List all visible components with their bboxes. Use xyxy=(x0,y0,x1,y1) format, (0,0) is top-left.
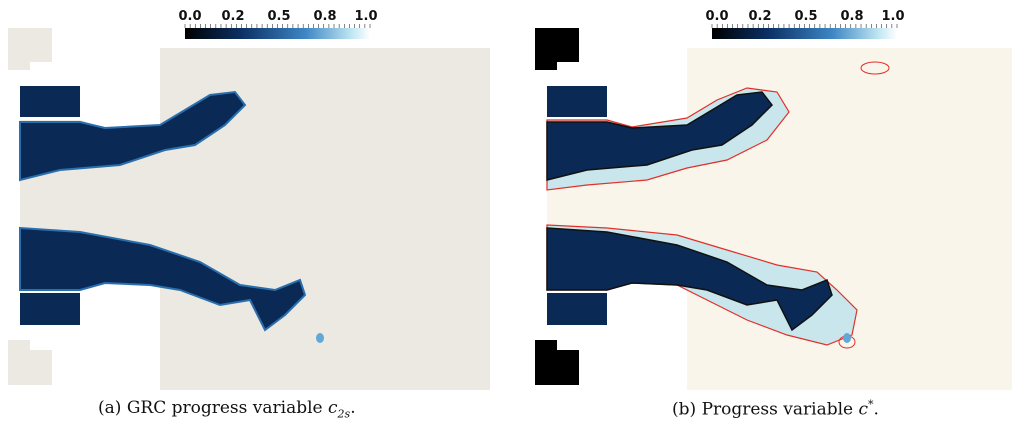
injector xyxy=(20,86,80,117)
caption-label: (b) xyxy=(672,399,697,420)
caption-text: Progress variable xyxy=(701,399,854,420)
panel: 0.0 0.2 0.5 0.8 1.0 xyxy=(8,9,490,390)
colorbar-tick-label: 1.0 xyxy=(354,9,377,24)
panel: 0.0 0.2 0.5 0.8 1.0 xyxy=(535,9,1012,390)
colorbar-tick-label: 0.0 xyxy=(178,9,201,24)
caption-symbol: c xyxy=(858,399,869,420)
colorbar-tick-label: 0.0 xyxy=(705,9,728,24)
wall-block xyxy=(8,28,52,70)
colorbar-tick-label: 0.8 xyxy=(313,9,336,24)
injector xyxy=(547,293,607,325)
caption-b: (b) Progress variable c*. xyxy=(672,398,879,420)
figure: 0.0 0.2 0.5 0.8 1.0 0.0 0.2 0.5 0.8 1.0 xyxy=(8,9,1012,390)
colorbar xyxy=(712,28,897,39)
flame-spot xyxy=(843,333,851,343)
colorbar-tick-label: 0.5 xyxy=(267,9,290,24)
flame xyxy=(546,227,833,332)
caption-superscript: * xyxy=(868,398,874,411)
wall-block xyxy=(8,340,52,385)
colorbar-tick-label: 0.2 xyxy=(748,9,771,24)
colorbar xyxy=(185,28,370,39)
red-contour xyxy=(860,61,890,75)
flame xyxy=(19,90,247,182)
caption-text: GRC progress variable xyxy=(126,398,323,418)
caption-label: (a) xyxy=(98,398,122,418)
caption-symbol: c xyxy=(328,398,338,418)
colorbar-tick-label: 1.0 xyxy=(881,9,904,24)
chamber xyxy=(20,48,490,390)
wall-block xyxy=(535,28,579,70)
caption-end: . xyxy=(350,398,356,418)
flame-spot xyxy=(316,333,324,343)
flame xyxy=(546,91,773,181)
wall-block xyxy=(535,340,579,385)
caption-a: (a) GRC progress variable c2s. xyxy=(98,398,356,420)
caption-subscript: 2s xyxy=(337,407,351,421)
colorbar-tick-label: 0.8 xyxy=(840,9,863,24)
colorbar-tick-label: 0.5 xyxy=(794,9,817,24)
flame xyxy=(19,226,307,332)
colorbar-tick-label: 0.2 xyxy=(221,9,244,24)
injector xyxy=(547,86,607,117)
injector xyxy=(20,293,80,325)
caption-end: . xyxy=(873,399,879,420)
